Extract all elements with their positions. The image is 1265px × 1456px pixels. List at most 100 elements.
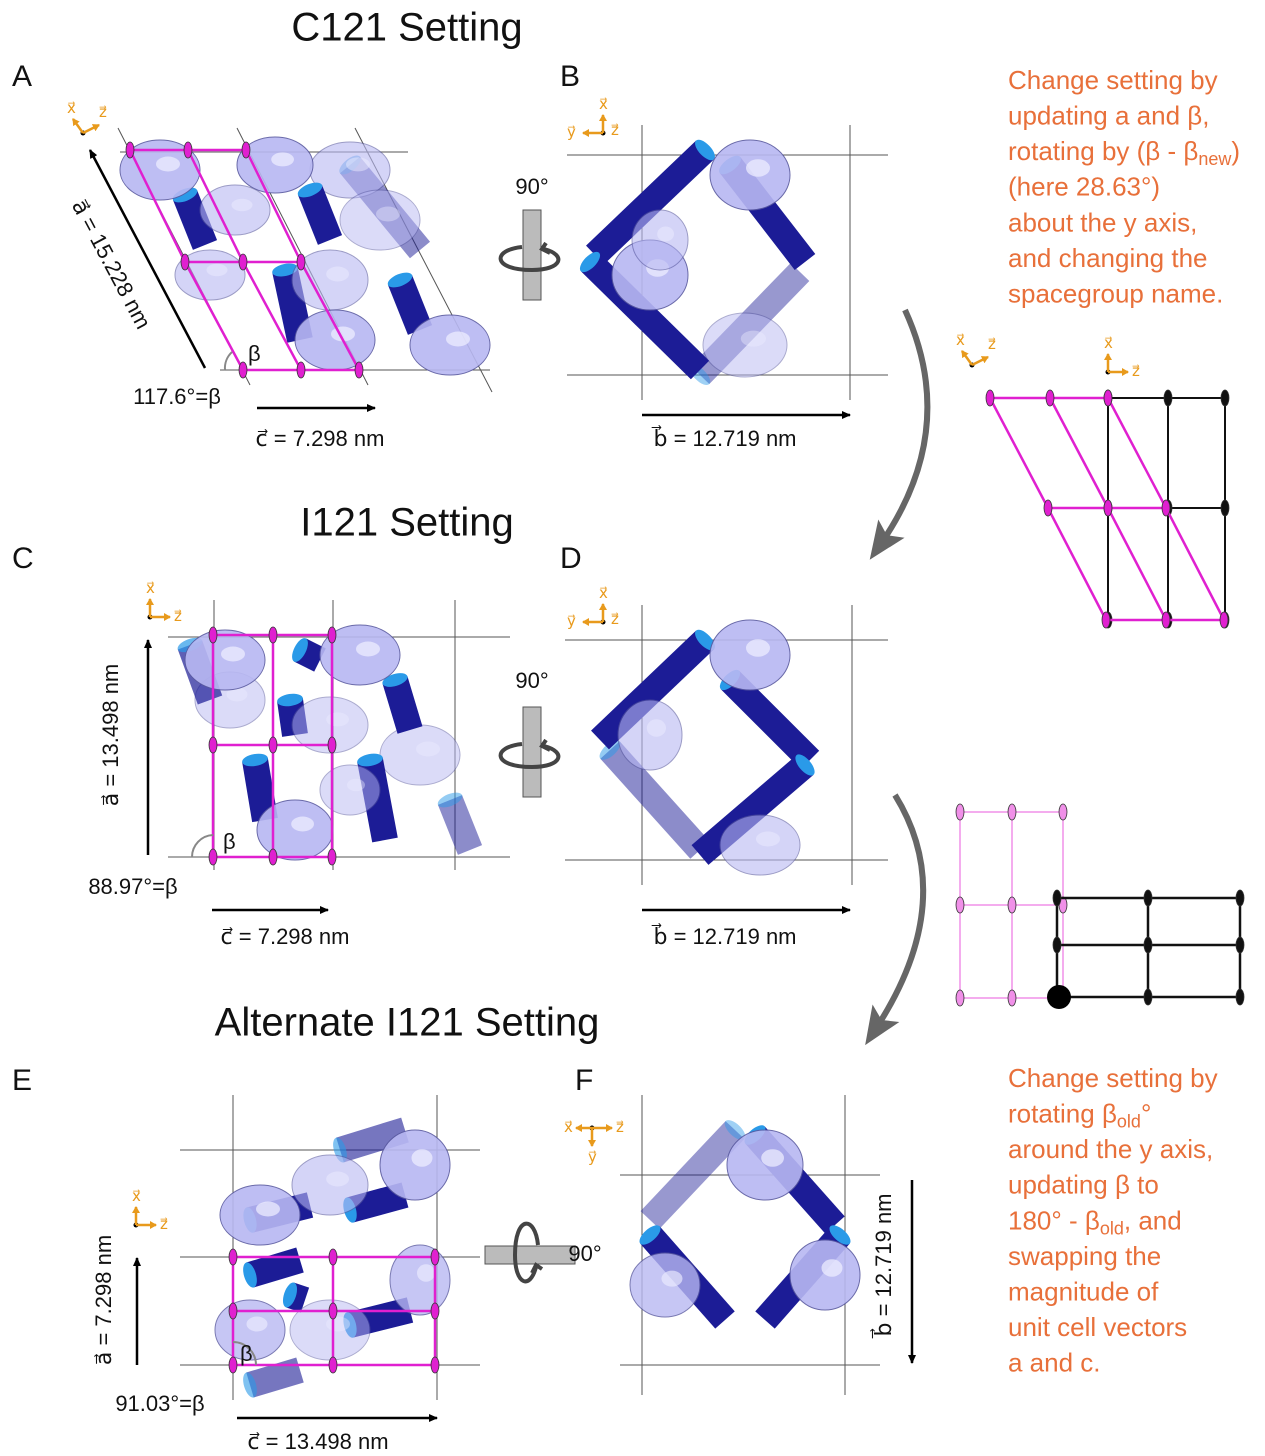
panel-label: A <box>12 60 32 93</box>
symmetry-axis <box>1144 989 1152 1005</box>
protein-blob <box>380 1130 450 1200</box>
symmetry-axis <box>1104 500 1112 516</box>
symmetry-axis <box>1236 890 1244 906</box>
blob-highlight <box>326 1172 349 1187</box>
symmetry-axis <box>1162 612 1170 628</box>
symmetry-axis <box>329 1303 337 1319</box>
rotation-icon <box>501 707 559 797</box>
figure: C121 Setting I121 Setting Alternate I121… <box>0 0 1265 1456</box>
protein-blob <box>630 1253 700 1317</box>
transition-arrow <box>880 310 927 545</box>
label: z⃗ <box>99 104 107 121</box>
symmetry-axis <box>1104 390 1112 406</box>
note-subscript: old <box>1100 1218 1124 1238</box>
blob-highlight <box>761 1149 784 1167</box>
blob-highlight <box>271 152 294 166</box>
protein-blob <box>710 620 790 690</box>
symmetry-axis <box>209 849 217 865</box>
blob-highlight <box>326 712 349 726</box>
label: z⃗ <box>174 608 182 625</box>
label: around the y axis, <box>1008 1134 1213 1164</box>
label: x⃗ <box>132 1188 141 1205</box>
origin-marker <box>1047 985 1071 1009</box>
cell-edge <box>1108 508 1166 620</box>
label: b⃗ = 12.719 nm <box>870 1194 896 1340</box>
blob-highlight <box>741 331 766 347</box>
label: z⃗ <box>611 611 619 628</box>
label: updating β to <box>1008 1170 1159 1200</box>
rotation-rod <box>485 1246 575 1264</box>
note-subscript: new <box>1198 149 1232 169</box>
blob-highlight <box>376 207 400 222</box>
cell-edge <box>1050 398 1108 508</box>
label: x⃗ <box>956 332 965 349</box>
label: c⃗ = 7.298 nm <box>256 426 385 451</box>
cell-edge <box>1048 508 1106 620</box>
label: a⃗ = 13.498 nm <box>98 664 123 807</box>
transition-arrow <box>875 795 923 1030</box>
label: 90° <box>515 174 548 199</box>
note-line: 180° - βold, and <box>1008 1205 1182 1238</box>
symmetry-axis <box>1053 890 1061 906</box>
section-title: I121 Setting <box>300 501 514 545</box>
blob-highlight <box>657 227 674 242</box>
symmetry-axis <box>956 897 964 913</box>
label: c⃗ = 7.298 nm <box>221 924 350 949</box>
axis-arrow <box>972 357 988 365</box>
symmetry-axis <box>1144 937 1152 953</box>
symmetry-axis <box>431 1249 439 1265</box>
label: 90° <box>568 1241 601 1266</box>
label: β <box>240 1341 253 1366</box>
symmetry-axis <box>181 254 189 270</box>
panel-label: D <box>560 542 582 575</box>
protein-blob <box>295 310 375 370</box>
blob-highlight <box>207 264 228 277</box>
symmetry-axis <box>269 627 277 643</box>
blob-highlight <box>822 1259 843 1277</box>
symmetry-axis <box>1046 390 1054 406</box>
blob-highlight <box>416 742 440 757</box>
label: spacegroup name. <box>1008 278 1223 308</box>
blob-highlight <box>346 157 370 171</box>
symmetry-axis <box>956 990 964 1006</box>
cell-edge <box>1108 398 1166 508</box>
section-title: C121 Setting <box>291 6 522 50</box>
rotation-icon <box>501 210 559 300</box>
symmetry-axis <box>1236 989 1244 1005</box>
symmetry-axis <box>297 254 305 270</box>
symmetry-axis <box>1164 390 1172 406</box>
protein-blob <box>790 1240 860 1310</box>
label: y⃗ <box>567 613 576 630</box>
protein-blob <box>185 630 265 690</box>
label: y⃗ <box>588 1149 597 1166</box>
symmetry-axis <box>1236 937 1244 953</box>
label: 90° <box>515 668 548 693</box>
symmetry-axis <box>1221 390 1229 406</box>
rotation-rod <box>523 707 541 797</box>
protein-blob <box>703 313 787 377</box>
label: z⃗ <box>988 336 996 353</box>
label: β <box>223 829 236 854</box>
symmetry-axis <box>1008 990 1016 1006</box>
symmetry-axis <box>126 142 134 158</box>
protein-blob <box>292 1155 368 1215</box>
symmetry-axis <box>328 737 336 753</box>
helix-cylinder <box>250 1370 300 1385</box>
blob-highlight <box>232 199 253 212</box>
helix-cylinder <box>395 680 410 730</box>
symmetry-axis <box>1044 500 1052 516</box>
label: and changing the <box>1008 243 1208 273</box>
label: c⃗ = 13.498 nm <box>247 1429 388 1454</box>
blob-highlight <box>326 267 349 282</box>
label: Change setting by <box>1008 65 1218 95</box>
protein-blob <box>720 815 800 875</box>
symmetry-axis <box>1144 890 1152 906</box>
blob-highlight <box>746 159 770 177</box>
blob-highlight <box>347 779 365 792</box>
axis-arrow <box>962 351 972 365</box>
label: 91.03°=β <box>115 1391 204 1416</box>
label: x⃗ <box>146 580 155 597</box>
note-text: rotating β <box>1008 1098 1117 1128</box>
blob-highlight <box>326 1317 350 1332</box>
axis-arrow <box>73 119 83 133</box>
